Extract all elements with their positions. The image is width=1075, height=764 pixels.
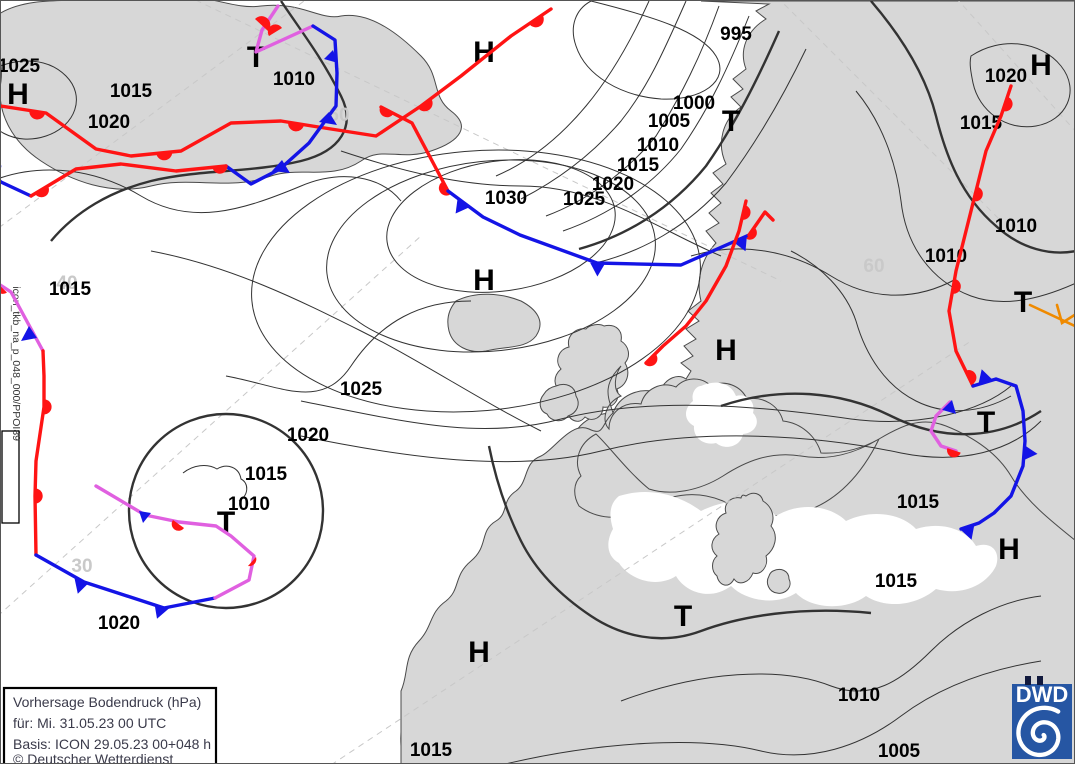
svg-text:T: T xyxy=(1014,286,1032,319)
svg-text:T: T xyxy=(722,105,740,138)
svg-text:1025: 1025 xyxy=(1,56,41,77)
svg-text:1015: 1015 xyxy=(875,571,918,592)
svg-text:© Deutscher Wetterdienst: © Deutscher Wetterdienst xyxy=(13,751,173,764)
svg-text:1020: 1020 xyxy=(98,613,140,634)
svg-text:Vorhersage Bodendruck (hPa): Vorhersage Bodendruck (hPa) xyxy=(13,694,201,710)
svg-text:1015: 1015 xyxy=(245,464,288,485)
svg-text:H: H xyxy=(998,533,1020,566)
svg-text:1020: 1020 xyxy=(592,174,634,195)
svg-text:1020: 1020 xyxy=(287,425,329,446)
svg-text:1010: 1010 xyxy=(228,494,270,515)
svg-text:für: Mi. 31.05.23 00 UTC: für: Mi. 31.05.23 00 UTC xyxy=(13,715,166,731)
svg-text:Basis: ICON 29.05.23 00+048 h: Basis: ICON 29.05.23 00+048 h xyxy=(13,736,211,752)
svg-text:1015: 1015 xyxy=(410,740,453,761)
svg-text:H: H xyxy=(468,636,490,669)
svg-text:995: 995 xyxy=(720,24,752,45)
svg-text:1015: 1015 xyxy=(617,155,660,176)
svg-text:1015: 1015 xyxy=(897,492,940,513)
svg-text:H: H xyxy=(473,264,495,297)
svg-text:T: T xyxy=(977,406,995,439)
svg-text:1020: 1020 xyxy=(88,112,130,133)
svg-text:1010: 1010 xyxy=(995,216,1037,237)
svg-text:1010: 1010 xyxy=(637,135,679,156)
svg-text:1005: 1005 xyxy=(878,741,921,762)
svg-text:1020: 1020 xyxy=(985,66,1027,87)
svg-text:1030: 1030 xyxy=(485,188,527,209)
svg-text:1015: 1015 xyxy=(110,81,153,102)
svg-text:1010: 1010 xyxy=(838,685,880,706)
svg-text:1010: 1010 xyxy=(273,69,315,90)
svg-text:60: 60 xyxy=(863,256,884,277)
svg-text:30: 30 xyxy=(71,556,92,577)
svg-text:H: H xyxy=(1030,49,1052,82)
svg-text:1005: 1005 xyxy=(648,111,691,132)
svg-text:T: T xyxy=(674,600,692,633)
svg-text:1015: 1015 xyxy=(49,279,92,300)
svg-text:1000: 1000 xyxy=(673,93,715,114)
svg-text:H: H xyxy=(715,334,737,367)
svg-text:DWD: DWD xyxy=(1016,682,1069,707)
svg-text:1025: 1025 xyxy=(340,379,383,400)
